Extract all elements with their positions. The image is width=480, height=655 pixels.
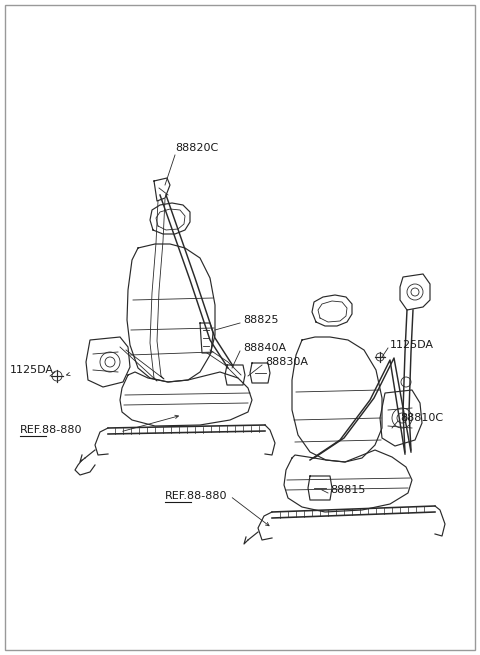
Text: 88820C: 88820C xyxy=(175,143,218,153)
Text: REF.88-880: REF.88-880 xyxy=(20,425,83,435)
Text: 88825: 88825 xyxy=(243,315,278,325)
Text: 88815: 88815 xyxy=(330,485,365,495)
Text: 1125DA: 1125DA xyxy=(390,340,434,350)
Text: 88840A: 88840A xyxy=(243,343,286,353)
Text: 1125DA: 1125DA xyxy=(10,365,54,375)
Text: 88830A: 88830A xyxy=(265,357,308,367)
Text: 88810C: 88810C xyxy=(400,413,443,423)
Text: REF.88-880: REF.88-880 xyxy=(165,491,228,501)
